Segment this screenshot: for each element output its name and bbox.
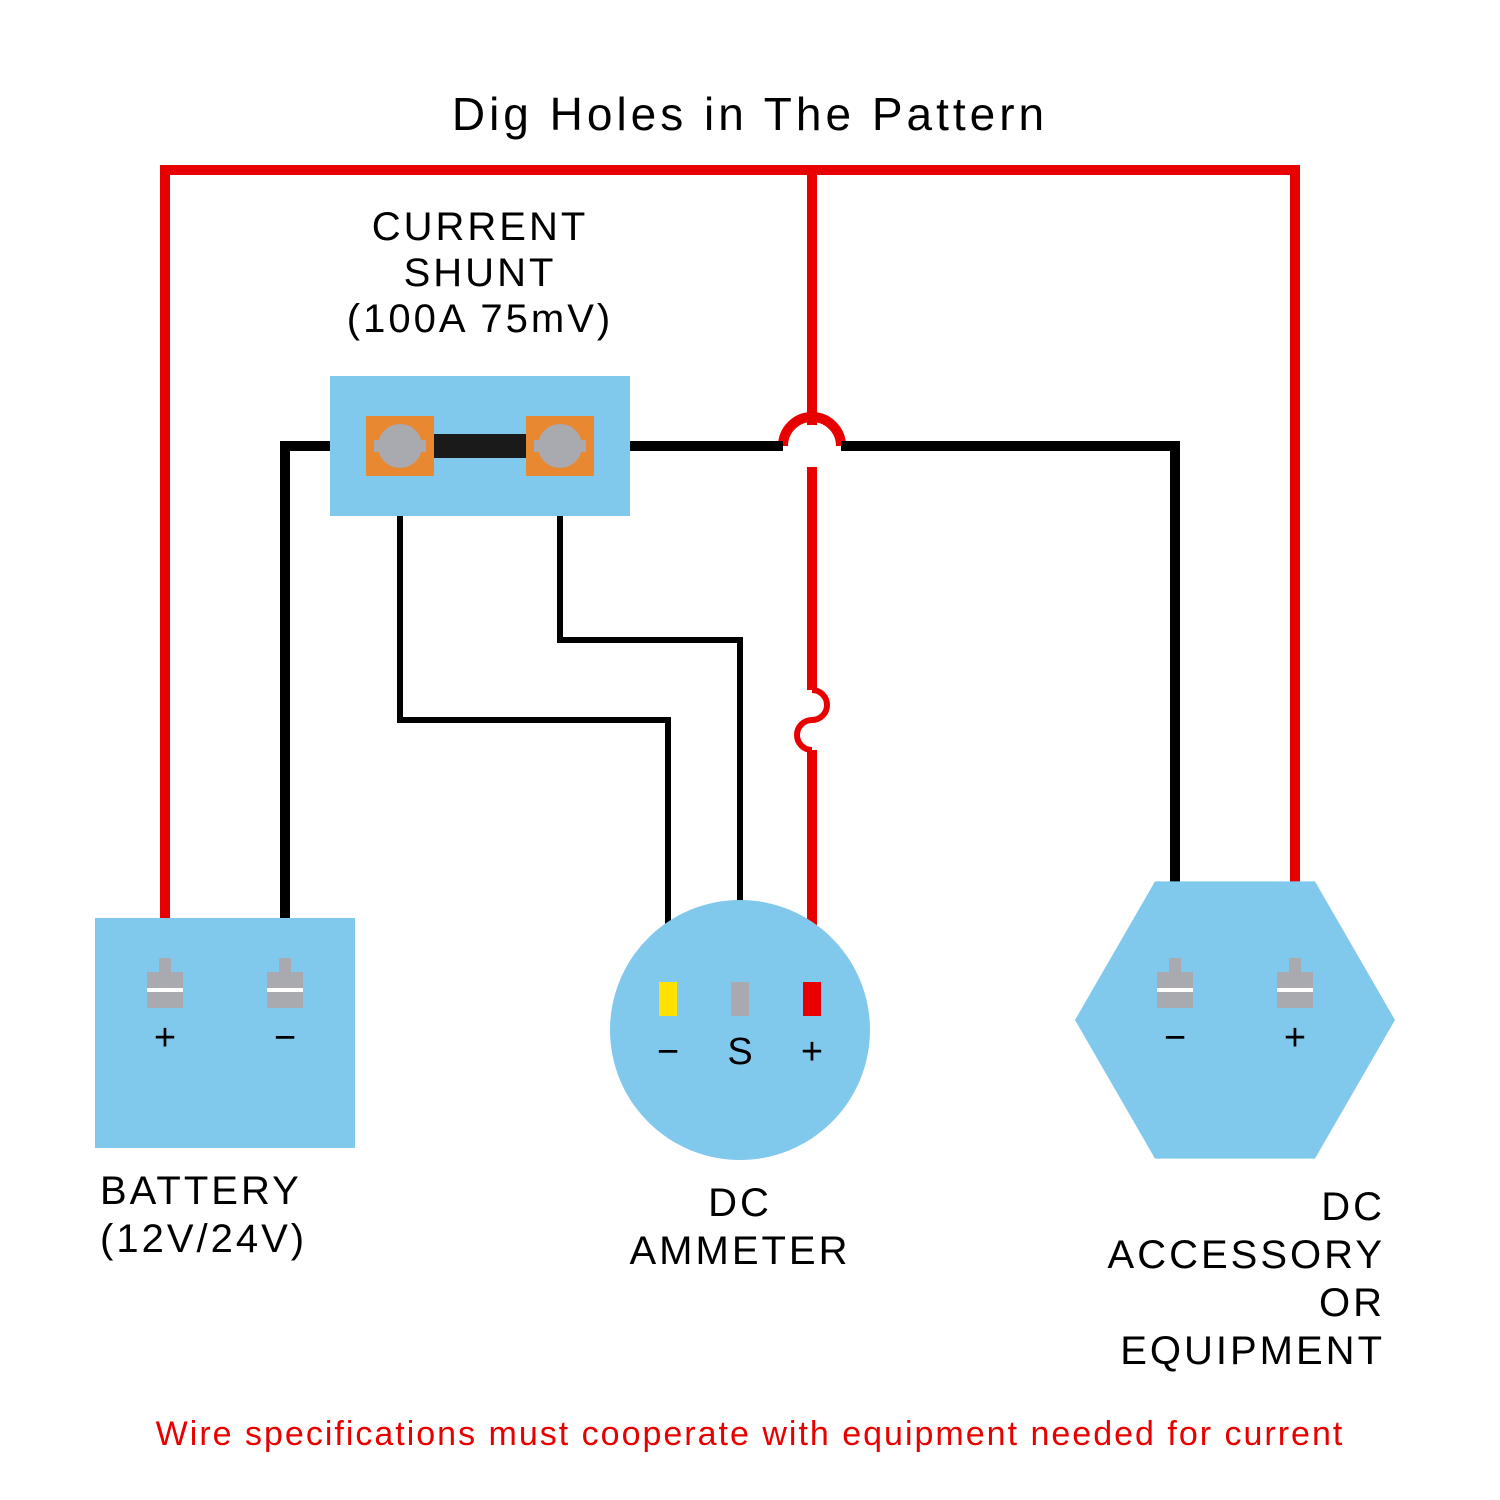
battery-body [95, 918, 355, 1148]
battery-term-plus-tab [159, 958, 171, 972]
ammeter-term-plus-pin [803, 982, 821, 1016]
diagram-title: Dig Holes in The Pattern [452, 88, 1048, 140]
accessory-term-minus-tab [1169, 958, 1181, 972]
accessory-term-plus-tab [1289, 958, 1301, 972]
accessory-label-1: DC [1321, 1185, 1385, 1229]
shunt-label-1: CURRENT [372, 205, 589, 249]
accessory-term-minus-slot [1157, 988, 1193, 992]
ammeter-body [610, 900, 870, 1160]
battery-label-2: (12V/24V) [100, 1217, 307, 1261]
diagram-footer: Wire specifications must cooperate with … [156, 1415, 1345, 1453]
shunt-label-2: SHUNT [404, 251, 557, 295]
ammeter-term-s-pin [731, 982, 749, 1016]
wiring-diagram: CURRENTSHUNT(100A 75mV) + − BATTERY(12V/24V… [0, 0, 1500, 1500]
ammeter-plus-sym: + [801, 1031, 823, 1073]
ammeter-label-1: DC [708, 1181, 772, 1225]
battery-term-minus-tab [279, 958, 291, 972]
ammeter-s-sym: S [727, 1031, 752, 1073]
ammeter-minus-sym: − [657, 1031, 679, 1073]
ammeter-term-minus-pin [659, 982, 677, 1016]
shunt-terminal-slot-0 [374, 440, 426, 452]
accessory-term-plus-slot [1277, 988, 1313, 992]
accessory-label-4: EQUIPMENT [1120, 1329, 1385, 1373]
accessory-label-2: ACCESSORY [1108, 1233, 1385, 1277]
accessory-minus-sym: − [1164, 1017, 1186, 1059]
ammeter-label-2: AMMETER [630, 1229, 851, 1273]
shunt-label-3: (100A 75mV) [347, 297, 613, 341]
battery-plus-sym: + [154, 1017, 176, 1059]
accessory-label-3: OR [1319, 1281, 1385, 1325]
battery-term-minus-slot [267, 988, 303, 992]
battery-term-plus-slot [147, 988, 183, 992]
battery-minus-sym: − [274, 1017, 296, 1059]
battery-label-1: BATTERY [100, 1169, 302, 1213]
accessory-plus-sym: + [1284, 1017, 1306, 1059]
shunt-terminal-slot-1 [534, 440, 586, 452]
shunt-bar [420, 434, 540, 458]
